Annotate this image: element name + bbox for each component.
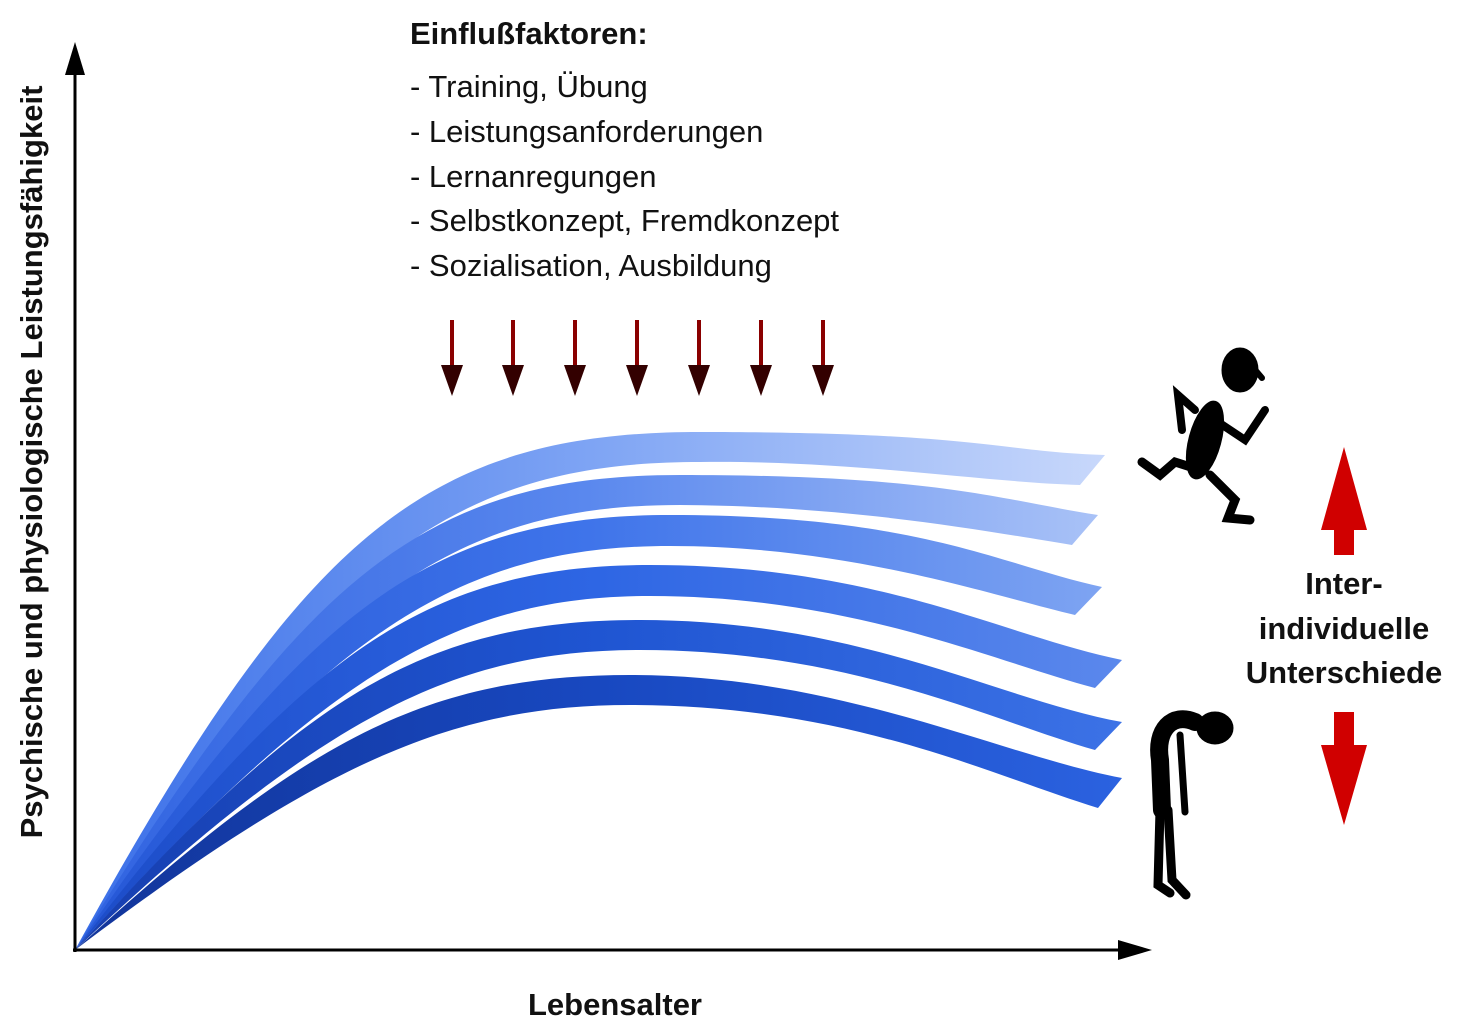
influence-arrows bbox=[441, 320, 834, 396]
influence-arrow bbox=[502, 320, 524, 396]
factor-item: - Leistungsanforderungen bbox=[410, 114, 763, 149]
y-axis-label: Psychische und physiologische Leistungsf… bbox=[14, 86, 49, 839]
x-axis-label: Lebensalter bbox=[528, 987, 702, 1020]
up-arrow bbox=[1321, 447, 1367, 555]
y-axis-arrow bbox=[65, 42, 85, 75]
curve bbox=[75, 475, 1098, 950]
differences-label: Unterschiede bbox=[1246, 655, 1442, 690]
running-figure bbox=[1137, 347, 1269, 525]
axes bbox=[65, 42, 1152, 960]
tired-figure bbox=[1150, 710, 1234, 900]
factor-item: - Training, Übung bbox=[410, 69, 648, 104]
factor-item: - Selbstkonzept, Fremdkonzept bbox=[410, 203, 839, 238]
curves bbox=[75, 432, 1122, 950]
curve bbox=[75, 515, 1102, 950]
influence-arrow bbox=[688, 320, 710, 396]
difference-arrows bbox=[1321, 447, 1367, 825]
differences-label: individuelle bbox=[1259, 611, 1430, 646]
influence-arrow bbox=[812, 320, 834, 396]
down-arrow bbox=[1321, 712, 1367, 825]
influence-arrow bbox=[750, 320, 772, 396]
differences-label: Inter- bbox=[1305, 566, 1383, 601]
influence-arrow bbox=[441, 320, 463, 396]
x-axis-arrow bbox=[1118, 940, 1152, 960]
factor-item: - Lernanregungen bbox=[410, 159, 656, 194]
factors-title: Einflußfaktoren: bbox=[410, 16, 648, 51]
factor-item: - Sozialisation, Ausbildung bbox=[410, 248, 772, 283]
influence-arrow bbox=[564, 320, 586, 396]
influence-arrow bbox=[626, 320, 648, 396]
